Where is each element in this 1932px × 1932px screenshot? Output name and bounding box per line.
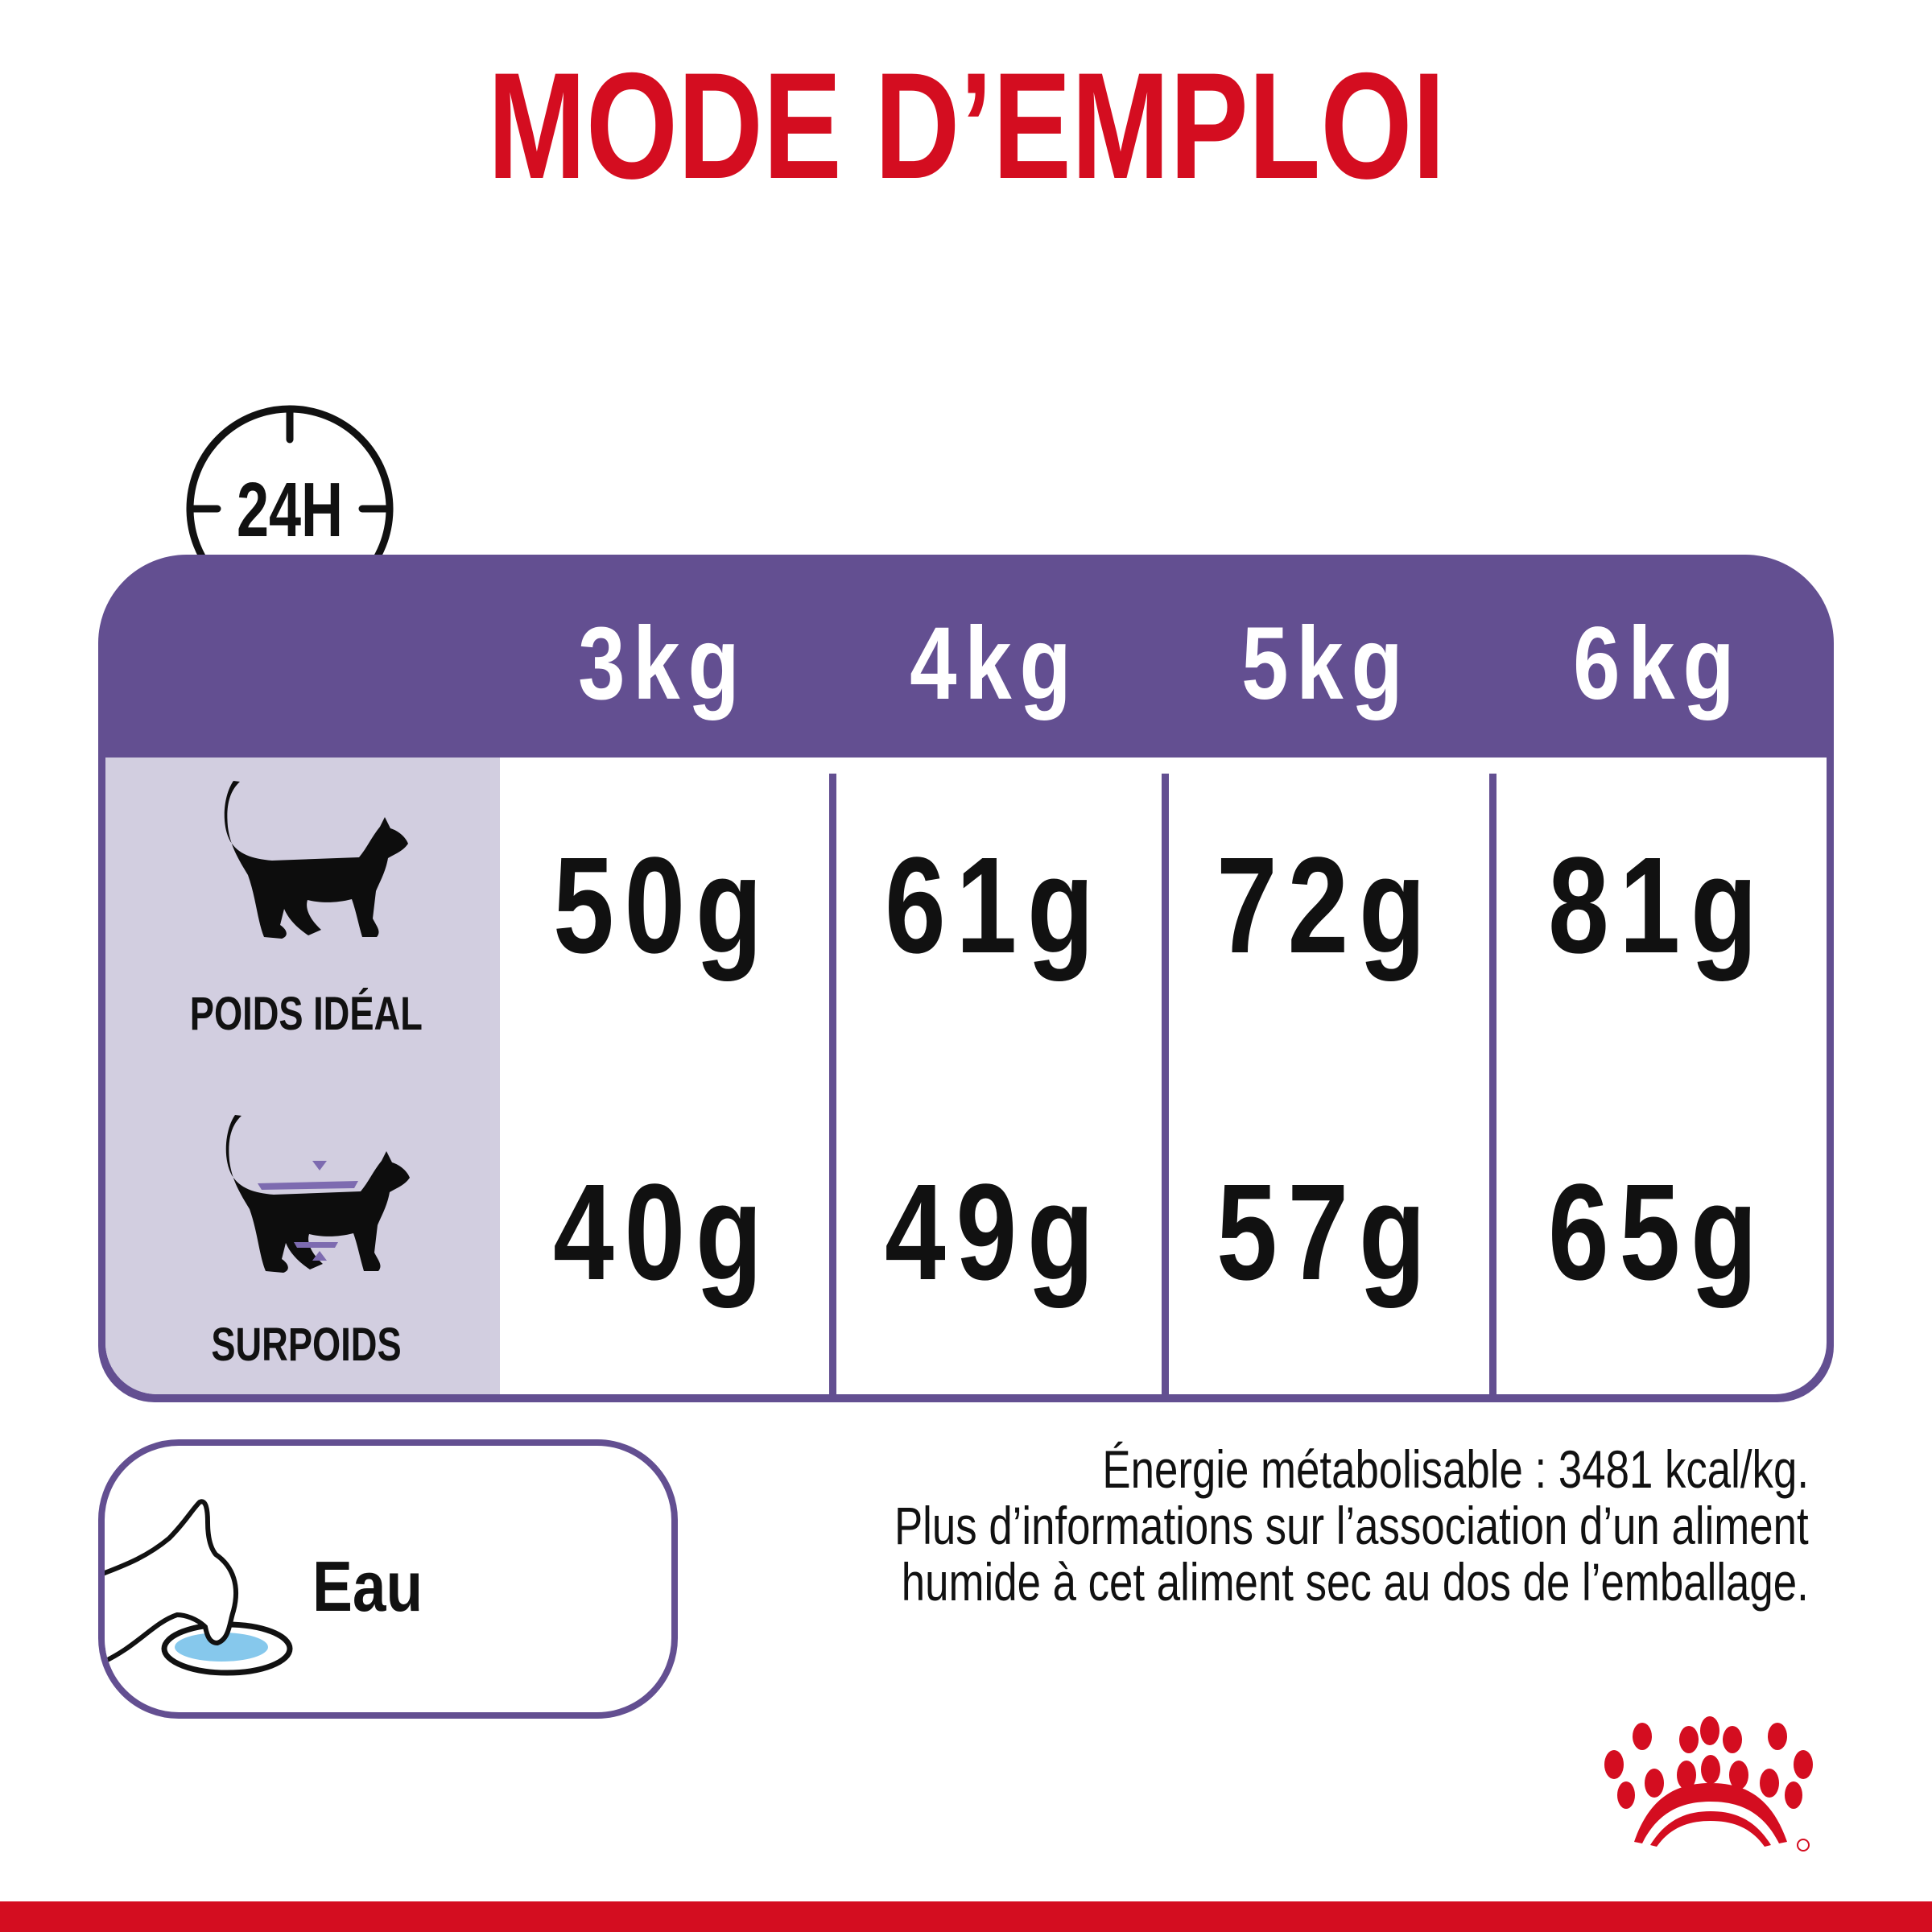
cat-overweight-icon [225, 1115, 410, 1273]
water-box: Eau [98, 1439, 678, 1719]
row-label-ideal-weight: POIDS IDÉAL [189, 988, 423, 1040]
royal-canin-logo [1604, 1716, 1813, 1852]
info-line-3: humide à cet aliment sec au dos de l’emb… [901, 1552, 1809, 1612]
brand-footer-bar [0, 1901, 1932, 1932]
clock-label: 24H [237, 466, 343, 552]
info-line-energy: Énergie métabolisable : 3481 kcal/kg. [1102, 1439, 1809, 1499]
column-divider [1489, 774, 1496, 1394]
nutrition-info: Énergie métabolisable : 3481 kcal/kg. Pl… [666, 1441, 1809, 1610]
column-divider [829, 774, 836, 1394]
value-ideal-4kg: 61g [884, 829, 1104, 982]
value-overweight-5kg: 57g [1216, 1156, 1436, 1309]
column-divider [1162, 774, 1169, 1394]
column-header-6kg: 6kg [1572, 606, 1743, 721]
value-ideal-5kg: 72g [1216, 829, 1436, 982]
info-line-2: Plus d’informations sur l’association d’… [894, 1496, 1809, 1555]
value-overweight-3kg: 40g [552, 1156, 773, 1309]
cat-drinking-water-icon [105, 1499, 293, 1676]
cat-ideal-weight-icon [224, 781, 408, 939]
column-header-4kg: 4kg [909, 606, 1080, 721]
feeding-table [98, 555, 1834, 1402]
column-header-5kg: 5kg [1241, 606, 1411, 721]
column-header-3kg: 3kg [577, 606, 748, 721]
row-label-overweight: SURPOIDS [210, 1319, 402, 1371]
value-overweight-4kg: 49g [884, 1156, 1104, 1309]
value-overweight-6kg: 65g [1547, 1156, 1768, 1309]
page-title: MODE D’EMPLOI [487, 41, 1445, 210]
value-ideal-3kg: 50g [552, 829, 773, 982]
value-ideal-6kg: 81g [1547, 829, 1768, 982]
water-label: Eau [312, 1546, 423, 1626]
